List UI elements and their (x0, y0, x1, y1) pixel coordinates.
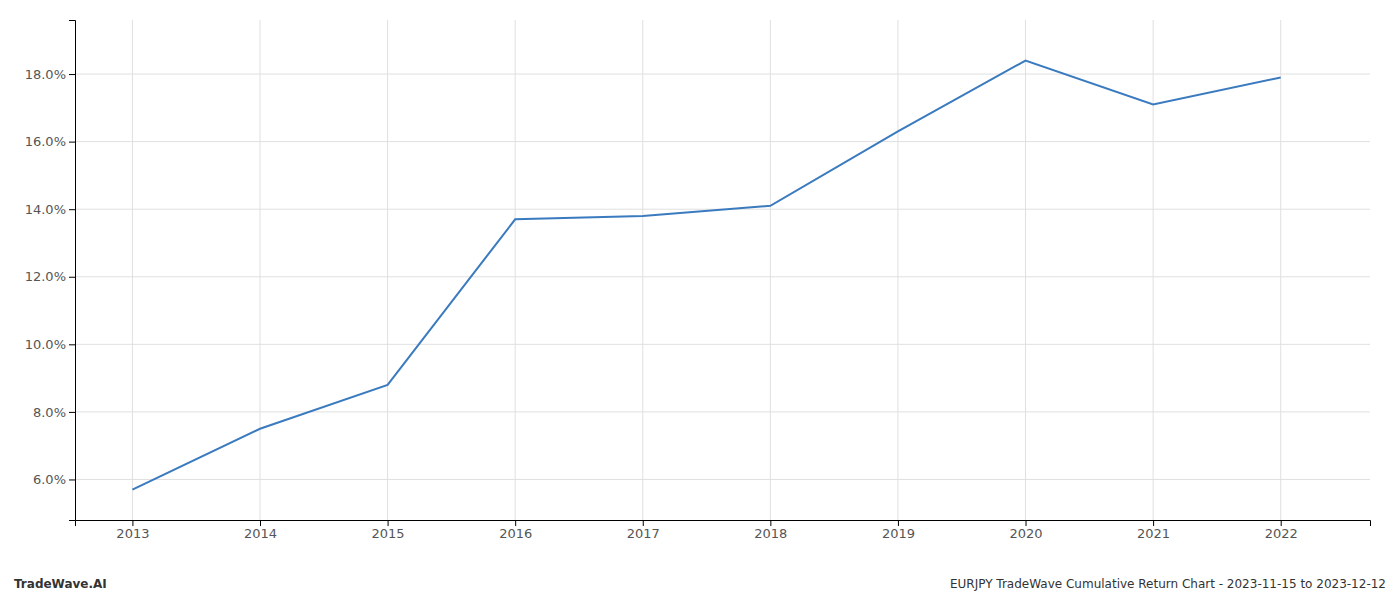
line (132, 61, 1280, 490)
x-tick-mark (1153, 520, 1154, 526)
x-tick-mark (515, 520, 516, 526)
y-tick-mark (69, 277, 75, 278)
y-tick: 10.0% (25, 337, 75, 352)
grid-line-y (75, 479, 1370, 480)
y-tick: 6.0% (33, 472, 75, 487)
y-tick-label: 10.0% (25, 337, 66, 352)
x-tick-label: 2021 (1137, 526, 1170, 541)
x-tick-label: 2014 (244, 526, 277, 541)
x-tick-label: 2013 (116, 526, 149, 541)
y-tick-label: 8.0% (33, 405, 66, 420)
y-tick-mark (69, 412, 75, 413)
y-tick-mark (69, 142, 75, 143)
x-tick: 2021 (1137, 520, 1170, 541)
grid-line-x (387, 20, 388, 520)
grid-line-y (75, 276, 1370, 277)
grid-line-x (132, 20, 133, 520)
x-tick: 2016 (499, 520, 532, 541)
grid-line-x (1025, 20, 1026, 520)
y-tick-label: 14.0% (25, 202, 66, 217)
footer-right: EURJPY TradeWave Cumulative Return Chart… (950, 577, 1386, 591)
grid-line-x (642, 20, 643, 520)
y-axis-line (69, 21, 76, 521)
x-tick: 2022 (1265, 520, 1298, 541)
grid-line-y (75, 141, 1370, 142)
y-tick-label: 18.0% (25, 67, 66, 82)
x-tick-label: 2022 (1265, 526, 1298, 541)
x-tick-mark (260, 520, 261, 526)
y-tick-mark (69, 209, 75, 210)
x-tick: 2013 (116, 520, 149, 541)
y-tick-mark (69, 479, 75, 480)
y-tick-label: 12.0% (25, 269, 66, 284)
x-tick-label: 2020 (1009, 526, 1042, 541)
x-tick: 2018 (754, 520, 787, 541)
grid (75, 20, 1370, 520)
x-tick-label: 2019 (882, 526, 915, 541)
x-tick-mark (898, 520, 899, 526)
x-tick-label: 2017 (627, 526, 660, 541)
grid-line-y (75, 411, 1370, 412)
x-tick-mark (770, 520, 771, 526)
y-tick-label: 6.0% (33, 472, 66, 487)
x-tick-label: 2016 (499, 526, 532, 541)
x-tick-mark (132, 520, 133, 526)
y-axis: 6.0% 8.0% 10.0% 12.0% 14.0% 16.0% 18.0% (25, 21, 76, 521)
y-tick: 14.0% (25, 202, 75, 217)
grid-line-x (1153, 20, 1154, 520)
x-tick: 2015 (372, 520, 405, 541)
marks (132, 61, 1280, 490)
x-tick-mark (1026, 520, 1027, 526)
y-tick: 16.0% (25, 134, 75, 149)
x-tick: 2019 (882, 520, 915, 541)
chart: 2013 2014 2015 2016 2017 2018 2019 2020 2021 2022… (0, 0, 1400, 600)
x-axis-line (76, 521, 1371, 527)
x-tick: 2017 (627, 520, 660, 541)
x-tick: 2020 (1009, 520, 1042, 541)
y-tick: 8.0% (33, 405, 75, 420)
grid-line-x (515, 20, 516, 520)
y-tick: 12.0% (25, 269, 75, 284)
x-tick-mark (388, 520, 389, 526)
grid-line-x (770, 20, 771, 520)
grid-line-y (75, 344, 1370, 345)
grid-line-x (260, 20, 261, 520)
x-tick-label: 2018 (754, 526, 787, 541)
x-tick-mark (1281, 520, 1282, 526)
x-tick-label: 2015 (372, 526, 405, 541)
y-tick-mark (69, 344, 75, 345)
footer-left: TradeWave.AI (14, 577, 107, 591)
grid-line-x (1280, 20, 1281, 520)
y-tick-label: 16.0% (25, 134, 66, 149)
y-tick: 18.0% (25, 67, 75, 82)
x-tick: 2014 (244, 520, 277, 541)
plot: 2013 2014 2015 2016 2017 2018 2019 2020 2021 2022… (25, 20, 1371, 541)
grid-line-y (75, 74, 1370, 75)
grid-line-x (897, 20, 898, 520)
x-tick-mark (643, 520, 644, 526)
x-axis: 2013 2014 2015 2016 2017 2018 2019 2020 2021 2022 (76, 520, 1371, 541)
y-tick-mark (69, 74, 75, 75)
